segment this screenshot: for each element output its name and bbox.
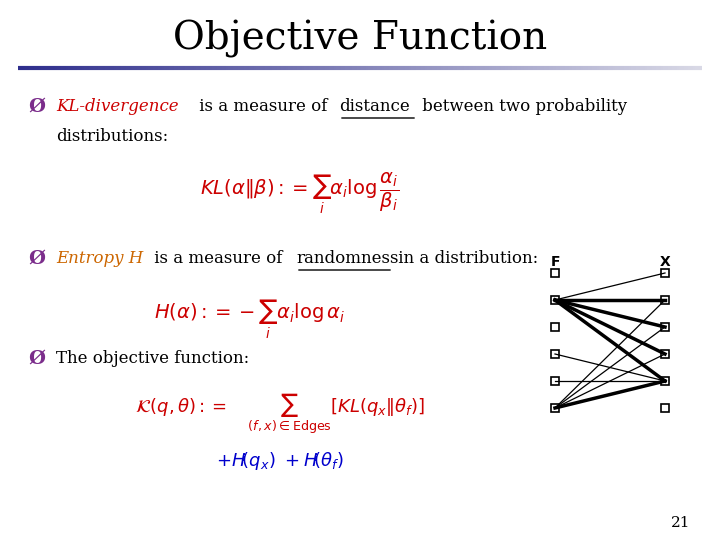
Text: 21: 21 xyxy=(670,516,690,530)
Text: F: F xyxy=(550,255,559,269)
Text: Ø: Ø xyxy=(28,350,45,368)
Text: distance: distance xyxy=(339,98,410,115)
Text: The objective function:: The objective function: xyxy=(56,350,249,367)
Text: Ø: Ø xyxy=(28,250,45,268)
Text: Entropy H: Entropy H xyxy=(56,250,143,267)
Text: Objective Function: Objective Function xyxy=(173,20,547,58)
Text: is a measure of: is a measure of xyxy=(194,98,333,115)
Text: randomness: randomness xyxy=(296,250,398,267)
Text: $H(\alpha) := -\sum_{i} \alpha_i \log \alpha_i$: $H(\alpha) := -\sum_{i} \alpha_i \log \a… xyxy=(154,298,346,341)
Text: distributions:: distributions: xyxy=(56,128,168,145)
Text: $KL(\alpha \| \beta) := \sum_{i} \alpha_i \log \dfrac{\alpha_i}{\beta_i}$: $KL(\alpha \| \beta) := \sum_{i} \alpha_… xyxy=(200,170,400,215)
Text: $+H\!\left(q_x\right)\ +H\!\left(\theta_f\right)$: $+H\!\left(q_x\right)\ +H\!\left(\theta_… xyxy=(216,450,344,472)
Text: $\mathcal{K}(q, \theta) :=\ \ \ \sum_{(f,x)\in\mathrm{Edges}} \left[KL(q_x \| \t: $\mathcal{K}(q, \theta) :=\ \ \ \sum_{(f… xyxy=(135,392,425,436)
Text: is a measure of: is a measure of xyxy=(149,250,287,267)
Text: between two probability: between two probability xyxy=(417,98,627,115)
Text: X: X xyxy=(660,255,670,269)
Text: in a distribution:: in a distribution: xyxy=(393,250,539,267)
Text: KL-divergence: KL-divergence xyxy=(56,98,179,115)
Text: Ø: Ø xyxy=(28,98,45,116)
